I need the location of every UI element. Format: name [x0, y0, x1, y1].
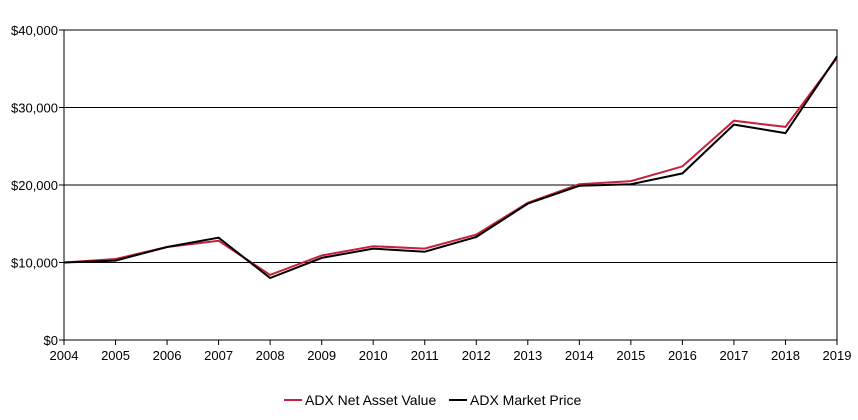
x-tick-label: 2013	[513, 348, 542, 363]
x-tick-label: 2016	[668, 348, 697, 363]
x-tick-label: 2014	[565, 348, 594, 363]
x-tick-label: 2005	[101, 348, 130, 363]
x-axis-ticks: 2004 2005 2006 2007 2008 2009 2010 2011 2012 2013…	[50, 340, 852, 363]
x-tick-label: 2018	[771, 348, 800, 363]
series-layer	[63, 55, 838, 280]
legend-label: ADX Net Asset Value	[305, 392, 436, 408]
series-market-price	[63, 55, 838, 280]
y-tick-label: $10,000	[11, 256, 58, 271]
series-line	[63, 57, 838, 277]
series-net-asset-value	[63, 57, 838, 277]
series-line	[63, 55, 838, 280]
x-tick-label: 2012	[462, 348, 491, 363]
x-tick-label: 2004	[50, 348, 79, 363]
y-tick-label: $20,000	[11, 178, 58, 193]
y-tick-label: $0	[44, 333, 58, 348]
grid-layer	[64, 107, 837, 263]
y-tick-label: $30,000	[11, 101, 58, 116]
y-tick-label: $40,000	[11, 23, 58, 38]
x-tick-label: 2015	[616, 348, 645, 363]
x-tick-label: 2011	[411, 348, 439, 363]
x-tick-label: 2010	[359, 348, 388, 363]
y-axis-ticks: $0 $10,000 $20,000 $30,000 $40,000	[11, 23, 64, 348]
legend-item: ADX Market Price	[449, 392, 581, 408]
x-tick-label: 2006	[153, 348, 182, 363]
legend: ADX Net Asset Value ADX Market Price	[284, 392, 581, 408]
legend-item: ADX Net Asset Value	[284, 392, 436, 408]
x-tick-label: 2017	[719, 348, 748, 363]
x-tick-label: 2009	[307, 348, 336, 363]
legend-label: ADX Market Price	[470, 392, 581, 408]
x-tick-label: 2008	[256, 348, 285, 363]
x-tick-label: 2019	[823, 348, 852, 363]
x-tick-label: 2007	[204, 348, 233, 363]
